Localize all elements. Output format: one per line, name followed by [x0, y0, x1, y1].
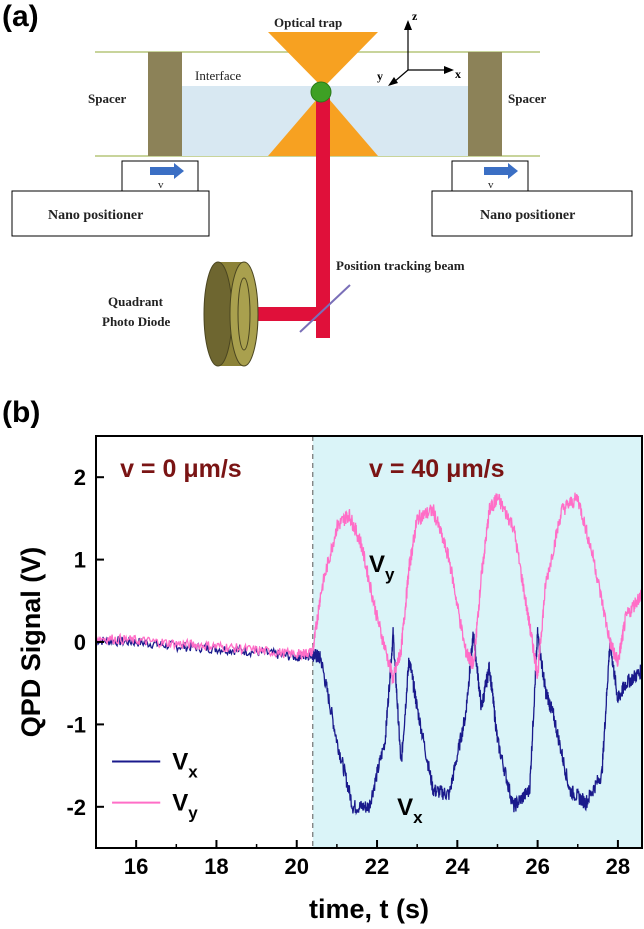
chart-legend: Vx Vy	[112, 748, 198, 823]
trapped-bead	[310, 81, 332, 103]
nano-positioner-left-label: Nano positioner	[48, 208, 143, 223]
legend-label-vx: Vx	[172, 748, 198, 781]
ticks-layer: 16 18 20 22 24 26 28 -2 -1 0 1 2	[66, 465, 630, 879]
velocity-arrow-left-icon	[150, 163, 184, 179]
axis-y-line	[393, 69, 409, 83]
series-line-vy	[95, 492, 643, 685]
panel-b-label: (b)	[2, 396, 41, 429]
vx-curve-label: Vx	[397, 794, 423, 827]
axis-z-arrow-icon	[404, 20, 412, 30]
vy-curve-label: Vy	[369, 551, 395, 584]
x-tick-label: 20	[284, 854, 308, 879]
interface-label: Interface	[195, 68, 241, 83]
y-tick-label: -2	[66, 795, 86, 820]
axis-y-arrow-icon	[388, 77, 398, 86]
series-layer	[95, 492, 643, 816]
spacer-right-label: Spacer	[508, 91, 547, 106]
panel-a-label: (a)	[2, 0, 39, 33]
nano-positioner-left	[11, 190, 210, 237]
qpd-label-line1: Quadrant	[108, 294, 164, 309]
y-tick-label: 2	[74, 465, 86, 490]
qpd-face	[229, 261, 259, 367]
x-tick-label: 26	[525, 854, 549, 879]
spacer-right	[468, 52, 502, 156]
y-tick-label: 0	[74, 630, 86, 655]
axis-y-label: y	[377, 69, 383, 83]
x-tick-label: 16	[124, 854, 148, 879]
y-tick-label: -1	[66, 712, 86, 737]
x-tick-label: 24	[445, 854, 470, 879]
annotation-moving: v = 40 μm/s	[369, 455, 505, 483]
qpd-inner-ring	[237, 277, 251, 351]
x-tick-label: 18	[204, 854, 228, 879]
x-tick-label: 22	[365, 854, 389, 879]
trap-cone-top	[268, 32, 378, 88]
axis-x-arrow-icon	[444, 66, 454, 74]
spacer-left-label: Spacer	[88, 91, 127, 106]
y-axis-label: QPD Signal (V)	[16, 547, 46, 738]
x-tick-label: 28	[606, 854, 630, 879]
nano-positioner-right-label: Nano positioner	[480, 208, 575, 223]
axis-z-label: z	[412, 9, 418, 23]
velocity-arrow-right-icon	[484, 163, 518, 179]
optical-trap-label: Optical trap	[274, 15, 342, 30]
axis-x-label: x	[455, 67, 461, 81]
x-axis-label: time, t (s)	[309, 894, 429, 924]
y-tick-label: 1	[74, 548, 86, 573]
nano-positioner-right	[431, 190, 633, 237]
legend-label-vy: Vy	[172, 790, 198, 823]
velocity-right-label: v	[488, 179, 494, 191]
beam-splitter	[299, 284, 351, 333]
velocity-left-label: v	[158, 179, 164, 191]
qpd-label-line2: Photo Diode	[102, 314, 170, 329]
tracking-beam-label: Position tracking beam	[336, 258, 465, 273]
annotation-stationary: v = 0 μm/s	[120, 455, 242, 483]
spacer-left	[148, 52, 182, 156]
moving-region-shading	[312, 436, 642, 848]
